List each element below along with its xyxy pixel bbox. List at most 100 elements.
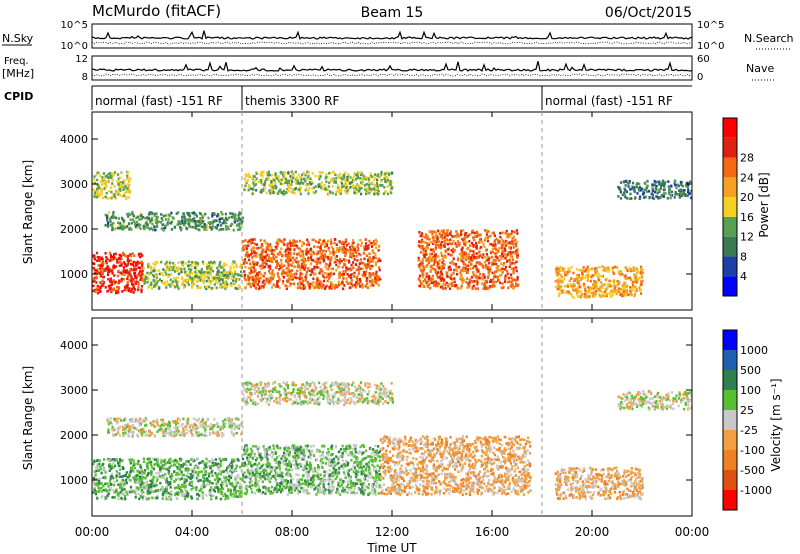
heatmap-cell <box>422 283 425 287</box>
heatmap-cell <box>209 280 212 283</box>
heatmap-cell <box>357 176 360 180</box>
heatmap-cell <box>378 174 381 177</box>
heatmap-cell <box>202 461 205 464</box>
heatmap-cell <box>122 278 125 281</box>
heatmap-cell <box>317 241 320 244</box>
heatmap-cell <box>304 279 307 282</box>
heatmap-cell <box>569 292 572 295</box>
heatmap-cell <box>680 183 683 186</box>
heatmap-cell <box>239 483 242 486</box>
heatmap-cell <box>157 463 160 466</box>
heatmap-cell <box>226 285 229 289</box>
heatmap-cell <box>442 278 446 281</box>
heatmap-cell <box>106 214 109 218</box>
heatmap-cell <box>586 279 589 282</box>
heatmap-cell <box>624 277 627 281</box>
heatmap-cell <box>483 275 486 279</box>
heatmap-cell <box>267 175 270 178</box>
heatmap-cell <box>166 280 169 283</box>
heatmap-cell <box>361 177 364 180</box>
heatmap-cell <box>215 227 218 230</box>
heatmap-cell <box>99 487 102 490</box>
heatmap-cell <box>213 212 216 215</box>
heatmap-cell <box>486 239 489 243</box>
heatmap-cell <box>297 264 300 267</box>
heatmap-cell <box>246 179 250 182</box>
heatmap-cell <box>418 265 421 269</box>
heatmap-cell <box>510 276 513 279</box>
heatmap-cell <box>495 258 498 262</box>
heatmap-cell <box>195 214 199 218</box>
heatmap-cell <box>98 290 102 293</box>
heatmap-cell <box>203 276 206 279</box>
heatmap-cell <box>92 262 95 265</box>
heatmap-cell <box>151 496 154 500</box>
heatmap-cell <box>194 227 197 230</box>
heatmap-cell <box>369 174 373 177</box>
heatmap-cell <box>279 182 282 186</box>
heatmap-cell <box>306 171 309 174</box>
heatmap-cell <box>109 259 112 262</box>
heatmap-cell <box>683 192 686 196</box>
heatmap-cell <box>486 255 489 259</box>
heatmap-cell <box>153 279 156 283</box>
heatmap-cell <box>173 462 176 465</box>
heatmap-cell <box>340 180 343 184</box>
heatmap-cell <box>141 273 144 276</box>
heatmap-cell <box>483 286 487 290</box>
heatmap-cell <box>277 274 280 277</box>
heatmap-cell <box>111 269 114 273</box>
heatmap-cell <box>556 280 559 283</box>
heatmap-cell <box>422 270 425 273</box>
heatmap-cell <box>591 295 594 298</box>
heatmap-cell <box>259 246 262 249</box>
heatmap-cell <box>460 269 463 272</box>
heatmap-cell <box>123 182 126 186</box>
heatmap-cell <box>434 232 437 235</box>
heatmap-cell <box>201 214 204 218</box>
heatmap-cell <box>470 257 473 261</box>
heatmap-cell <box>254 179 257 183</box>
heatmap-cell <box>355 191 358 195</box>
heatmap-cell <box>149 226 152 230</box>
heatmap-cell <box>307 250 310 253</box>
heatmap-cell <box>271 273 274 276</box>
heatmap-cell <box>320 281 323 284</box>
heatmap-cell <box>112 257 115 261</box>
heatmap-cell <box>129 468 133 471</box>
heatmap-cell <box>193 219 197 223</box>
heatmap-cell <box>378 268 381 272</box>
heatmap-cell <box>265 262 268 266</box>
heatmap-cell <box>177 470 180 474</box>
heatmap-cell <box>332 272 335 276</box>
heatmap-cell <box>339 282 342 286</box>
heatmap-cell <box>501 286 504 290</box>
heatmap-cell <box>131 211 134 214</box>
heatmap-cell <box>496 275 499 279</box>
heatmap-cell <box>142 494 145 498</box>
heatmap-cell <box>109 477 112 481</box>
heatmap-cell <box>270 257 273 260</box>
heatmap-cell <box>304 264 307 267</box>
heatmap-cell <box>689 180 692 184</box>
heatmap-cell <box>335 176 338 180</box>
heatmap-cell <box>171 268 174 272</box>
heatmap-cell <box>188 273 191 276</box>
heatmap-cell <box>266 259 269 262</box>
heatmap-cell <box>248 239 251 243</box>
heatmap-cell <box>150 266 153 270</box>
heatmap-cell <box>120 279 123 283</box>
heatmap-cell <box>133 480 136 484</box>
heatmap-cell <box>106 176 109 179</box>
heatmap-cell <box>259 276 262 280</box>
heatmap-cell <box>253 263 256 266</box>
heatmap-cell <box>619 293 622 297</box>
heatmap-cell <box>364 188 367 191</box>
heatmap-cell <box>658 196 661 199</box>
heatmap-cell <box>438 232 441 235</box>
heatmap-cell <box>160 260 163 264</box>
heatmap-cell <box>151 466 154 469</box>
heatmap-cell <box>682 189 685 192</box>
heatmap-cell <box>506 272 509 276</box>
heatmap-cell <box>222 268 225 272</box>
